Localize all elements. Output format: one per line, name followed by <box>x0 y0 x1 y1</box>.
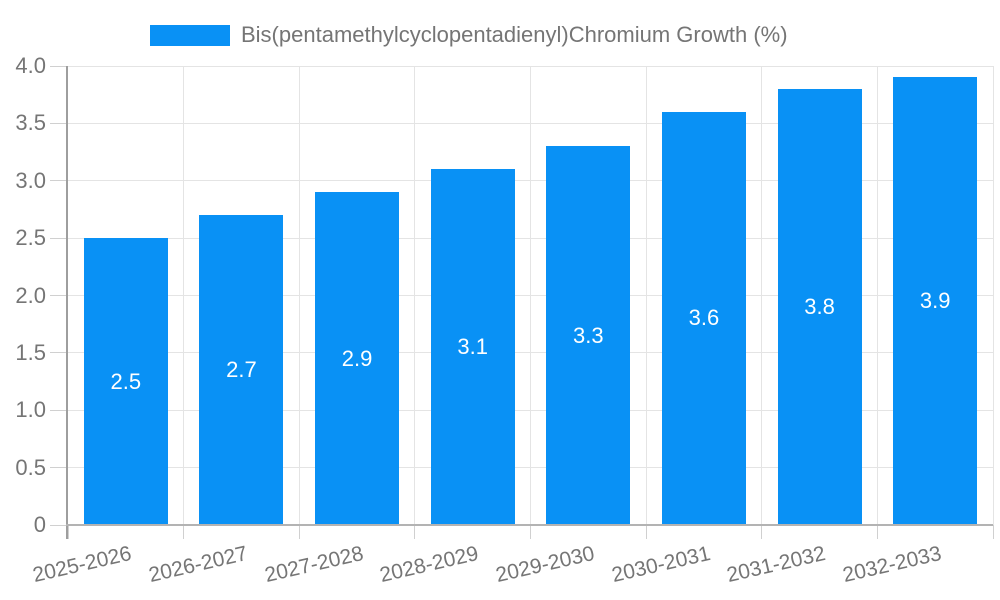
y-tick-label: 3.5 <box>15 110 46 136</box>
y-tick <box>50 237 68 239</box>
x-tick <box>761 525 763 539</box>
bar[interactable] <box>893 77 978 524</box>
bar-value-label: 2.5 <box>110 368 142 394</box>
y-tick <box>50 122 68 124</box>
y-tick-label: 4.0 <box>15 53 46 78</box>
gridline-v <box>298 66 300 525</box>
y-tick-label: 0.5 <box>15 454 46 480</box>
x-tick-label: 2026-2027 <box>146 542 250 588</box>
y-tick <box>50 467 68 469</box>
x-tick-label: 2031-2032 <box>724 542 828 588</box>
y-tick <box>50 524 68 526</box>
y-tick-label: 0 <box>33 512 46 537</box>
x-tick-label: 2029-2030 <box>493 542 597 588</box>
chart-legend: Bis(pentamethylcyclopentadienyl)Chromium… <box>150 24 788 46</box>
x-tick <box>992 525 994 539</box>
x-tick <box>183 525 185 539</box>
bar-value-label: 3.3 <box>573 322 604 348</box>
x-tick-label: 2025-2026 <box>30 542 134 588</box>
y-tick-label: 2.5 <box>15 225 46 251</box>
bar[interactable] <box>546 146 631 524</box>
x-axis-line <box>66 524 993 526</box>
x-tick <box>67 525 69 539</box>
y-tick <box>50 409 68 411</box>
gridline-v <box>761 66 763 525</box>
x-tick <box>530 525 531 539</box>
gridline-v <box>992 66 994 525</box>
bar[interactable] <box>199 215 284 524</box>
x-tick-label: 2030-2031 <box>609 542 713 588</box>
x-tick <box>876 525 878 539</box>
y-tick-label: 3.0 <box>15 167 46 193</box>
y-tick-label: 2.0 <box>15 282 46 308</box>
legend-label: Bis(pentamethylcyclopentadienyl)Chromium… <box>241 22 788 47</box>
x-tick <box>645 525 647 539</box>
y-tick <box>50 65 68 67</box>
legend-swatch <box>150 24 230 46</box>
y-tick <box>50 295 68 296</box>
bar[interactable] <box>430 169 515 524</box>
bar[interactable] <box>315 192 400 524</box>
bar-value-label: 2.9 <box>341 345 373 371</box>
y-tick-label: 1.5 <box>15 339 46 365</box>
bar-value-label: 2.7 <box>226 357 257 383</box>
y-axis-line <box>66 66 68 539</box>
bar[interactable] <box>661 111 746 524</box>
gridline-v <box>414 66 416 525</box>
bar-value-label: 3.8 <box>804 293 835 319</box>
bar-value-label: 3.6 <box>688 305 720 331</box>
gridline-v <box>530 66 531 525</box>
bar[interactable] <box>83 238 168 524</box>
gridline-v <box>876 66 878 525</box>
y-tick <box>50 352 68 354</box>
gridline-v <box>645 66 647 525</box>
x-tick <box>298 525 300 539</box>
bar[interactable] <box>777 88 862 524</box>
x-tick-label: 2027-2028 <box>262 542 366 588</box>
bar-value-label: 3.9 <box>919 288 951 314</box>
bar-value-label: 3.1 <box>457 334 488 360</box>
y-tick <box>50 180 68 182</box>
gridline-v <box>183 66 185 525</box>
x-tick-label: 2032-2033 <box>840 542 944 588</box>
y-tick-label: 1.0 <box>15 397 46 423</box>
x-tick-label: 2028-2029 <box>377 542 481 588</box>
x-tick <box>414 525 416 539</box>
